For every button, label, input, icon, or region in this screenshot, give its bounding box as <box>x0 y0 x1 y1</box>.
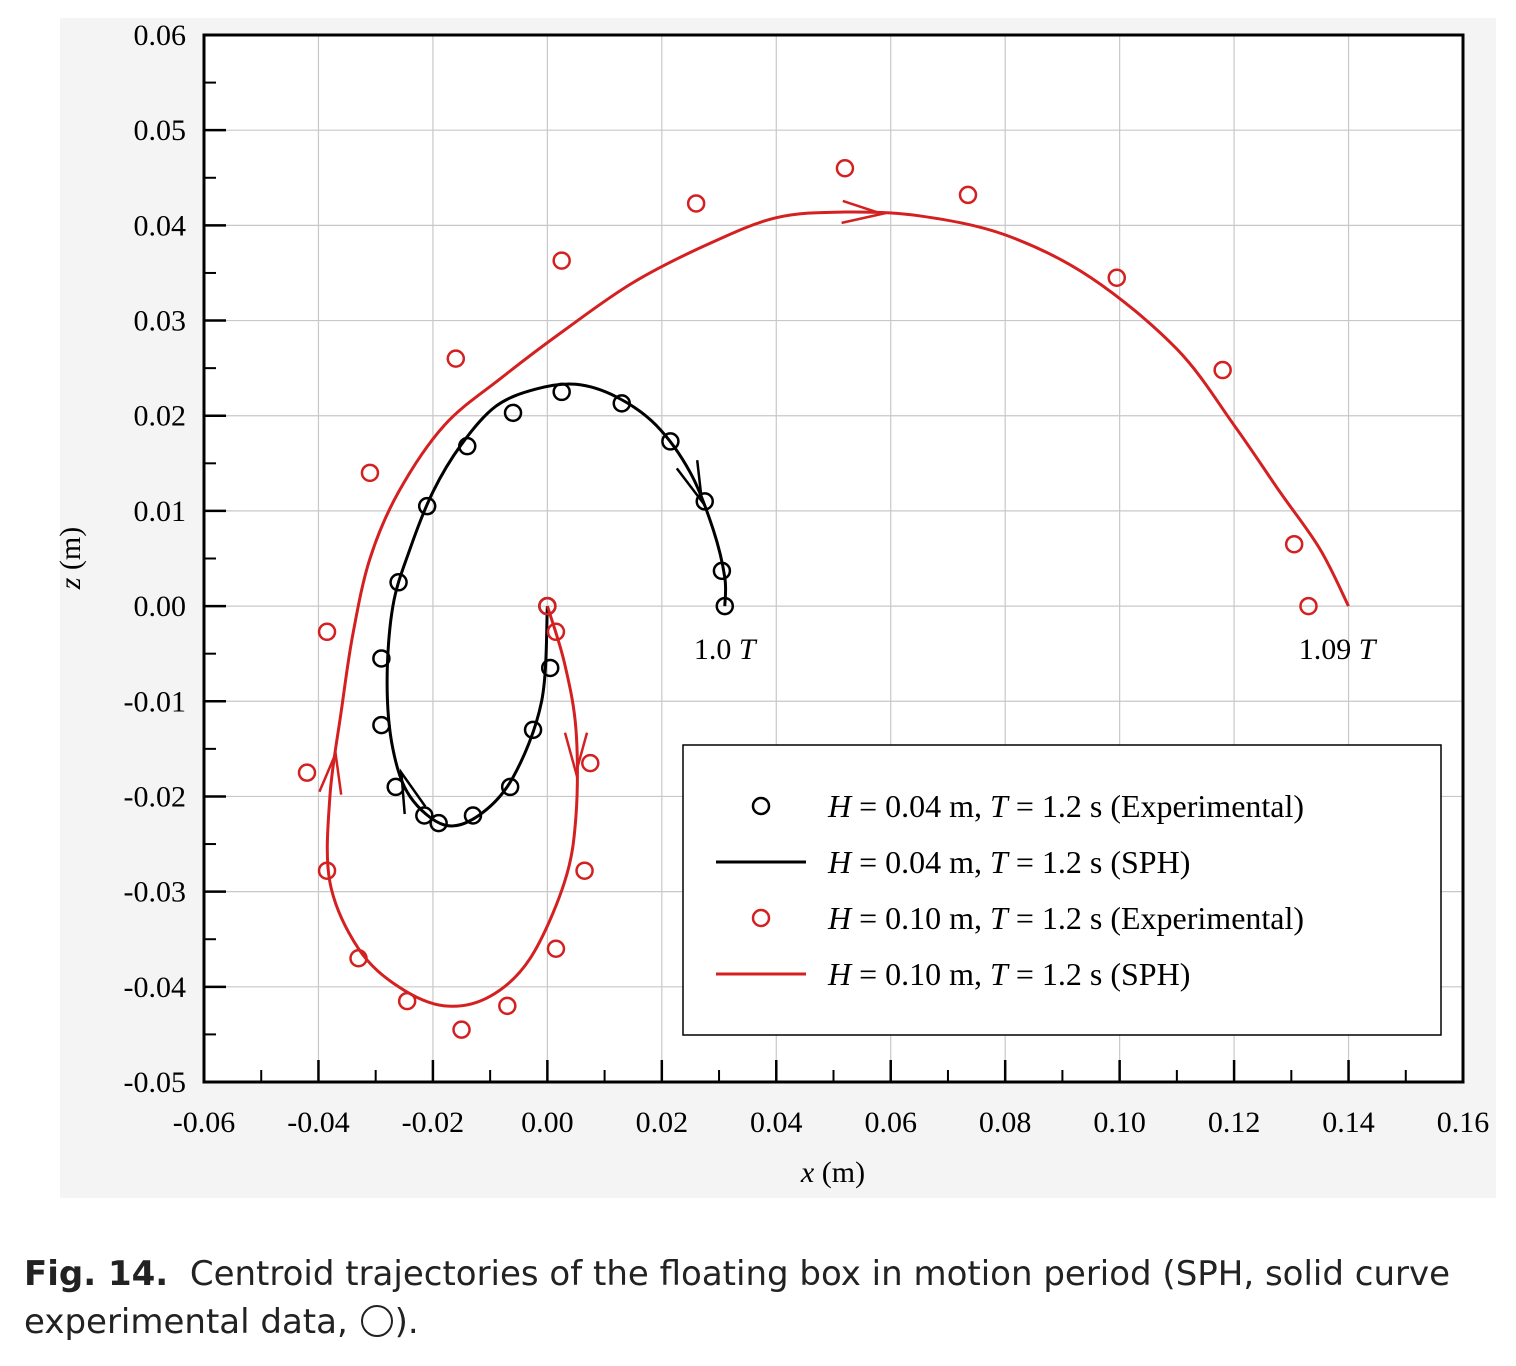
x-tick-label: -0.02 <box>402 1106 465 1139</box>
legend-marker-swatch <box>751 908 771 928</box>
data-point <box>686 194 706 213</box>
direction-arrow <box>318 748 343 795</box>
series-line <box>325 210 1350 1008</box>
x-tick-label: 0.06 <box>864 1106 917 1139</box>
data-point <box>417 496 437 516</box>
data-point <box>540 658 560 678</box>
direction-arrow <box>399 768 427 815</box>
x-tick-label: 0.16 <box>1437 1106 1490 1139</box>
direction-arrow <box>841 199 887 225</box>
data-point <box>429 813 448 833</box>
direction-arrow <box>563 732 589 778</box>
data-point <box>446 349 466 368</box>
y-tick-label: 0.05 <box>134 114 187 147</box>
x-tick-label: 0.12 <box>1208 1106 1261 1139</box>
tick-labels: -0.06 -0.04 -0.02 0.00 0.02 0.04 0.06 0.08 0.10 0… <box>124 19 1490 1139</box>
x-tick-label: 0.14 <box>1322 1106 1375 1139</box>
legend-box <box>682 744 1442 1036</box>
direction-arrow <box>675 460 704 506</box>
data-point <box>1213 360 1232 380</box>
data-point <box>360 463 380 483</box>
y-tick-label: -0.03 <box>124 876 187 909</box>
data-point <box>546 622 566 642</box>
data-point <box>500 777 520 797</box>
plot-frame <box>202 33 1465 1084</box>
data-point <box>317 622 337 642</box>
data-point <box>958 185 978 205</box>
y-tick-label: -0.01 <box>124 685 187 718</box>
y-tick-label: -0.05 <box>124 1066 187 1099</box>
annotation-label: 1.09 T <box>1299 633 1378 666</box>
data-point <box>581 753 600 773</box>
figure-caption: Fig. 14. Centroid trajectories of the fl… <box>24 1250 1504 1346</box>
legend-marker-swatch <box>751 796 771 816</box>
data-point <box>575 861 594 880</box>
x-axis-label: x (m) <box>800 1156 865 1189</box>
x-tick-label: 0.04 <box>750 1106 803 1139</box>
caption-end: ). <box>394 1302 419 1342</box>
caption-text: Centroid trajectories of the floating bo… <box>189 1254 1451 1294</box>
y-tick-label: -0.02 <box>124 780 187 813</box>
x-tick-label: 0.10 <box>1093 1106 1146 1139</box>
data-point <box>1107 268 1127 287</box>
data-point <box>538 596 557 616</box>
legend-label: H = 0.10 m, T = 1.2 s (SPH) <box>827 956 1190 992</box>
x-tick-label: 0.02 <box>636 1106 689 1139</box>
y-tick-label: 0.00 <box>134 590 187 623</box>
legend-label: H = 0.10 m, T = 1.2 s (Experimental) <box>827 900 1304 936</box>
series-1 <box>385 382 728 828</box>
y-axis-label: z (m) <box>54 527 87 591</box>
series-line <box>385 382 728 828</box>
x-tick-label: 0.00 <box>521 1106 574 1139</box>
data-point <box>552 251 571 270</box>
legend-label: H = 0.04 m, T = 1.2 s (Experimental) <box>827 788 1304 824</box>
data-point <box>389 573 408 592</box>
x-tick-label: -0.04 <box>287 1106 350 1139</box>
circle-marker-icon <box>360 1305 393 1337</box>
data-point <box>372 649 391 668</box>
x-tick-label: 0.08 <box>979 1106 1032 1139</box>
data-point <box>523 720 543 740</box>
caption-label: Fig. 14. <box>24 1254 169 1294</box>
data-point <box>1299 596 1318 616</box>
y-tick-label: 0.02 <box>134 400 187 433</box>
x-tick-label: -0.06 <box>173 1106 236 1139</box>
caption-text-2: experimental data, <box>24 1302 348 1342</box>
data-point <box>503 403 523 423</box>
data-point <box>415 806 434 825</box>
data-point <box>661 432 680 451</box>
data-point <box>498 996 517 1016</box>
data-point <box>1284 534 1304 554</box>
legend: H = 0.04 m, T = 1.2 s (Experimental) H = … <box>682 744 1442 1036</box>
data-point <box>297 763 317 782</box>
y-tick-label: 0.01 <box>134 495 187 528</box>
legend-label: H = 0.04 m, T = 1.2 s (SPH) <box>827 844 1190 880</box>
series-3 <box>318 199 1350 1008</box>
series-layer <box>297 159 1350 1039</box>
data-point <box>546 939 566 958</box>
y-tick-label: 0.06 <box>134 19 187 52</box>
y-tick-label: 0.03 <box>134 305 187 338</box>
annotation-label: 1.0 T <box>694 633 758 666</box>
y-tick-label: 0.04 <box>134 209 187 242</box>
annotations: 1.0 T 1.09 T <box>694 633 1378 666</box>
y-tick-label: -0.04 <box>124 971 187 1004</box>
data-point <box>835 159 855 178</box>
data-point <box>452 1020 471 1039</box>
axis-ticks <box>202 33 1465 1084</box>
